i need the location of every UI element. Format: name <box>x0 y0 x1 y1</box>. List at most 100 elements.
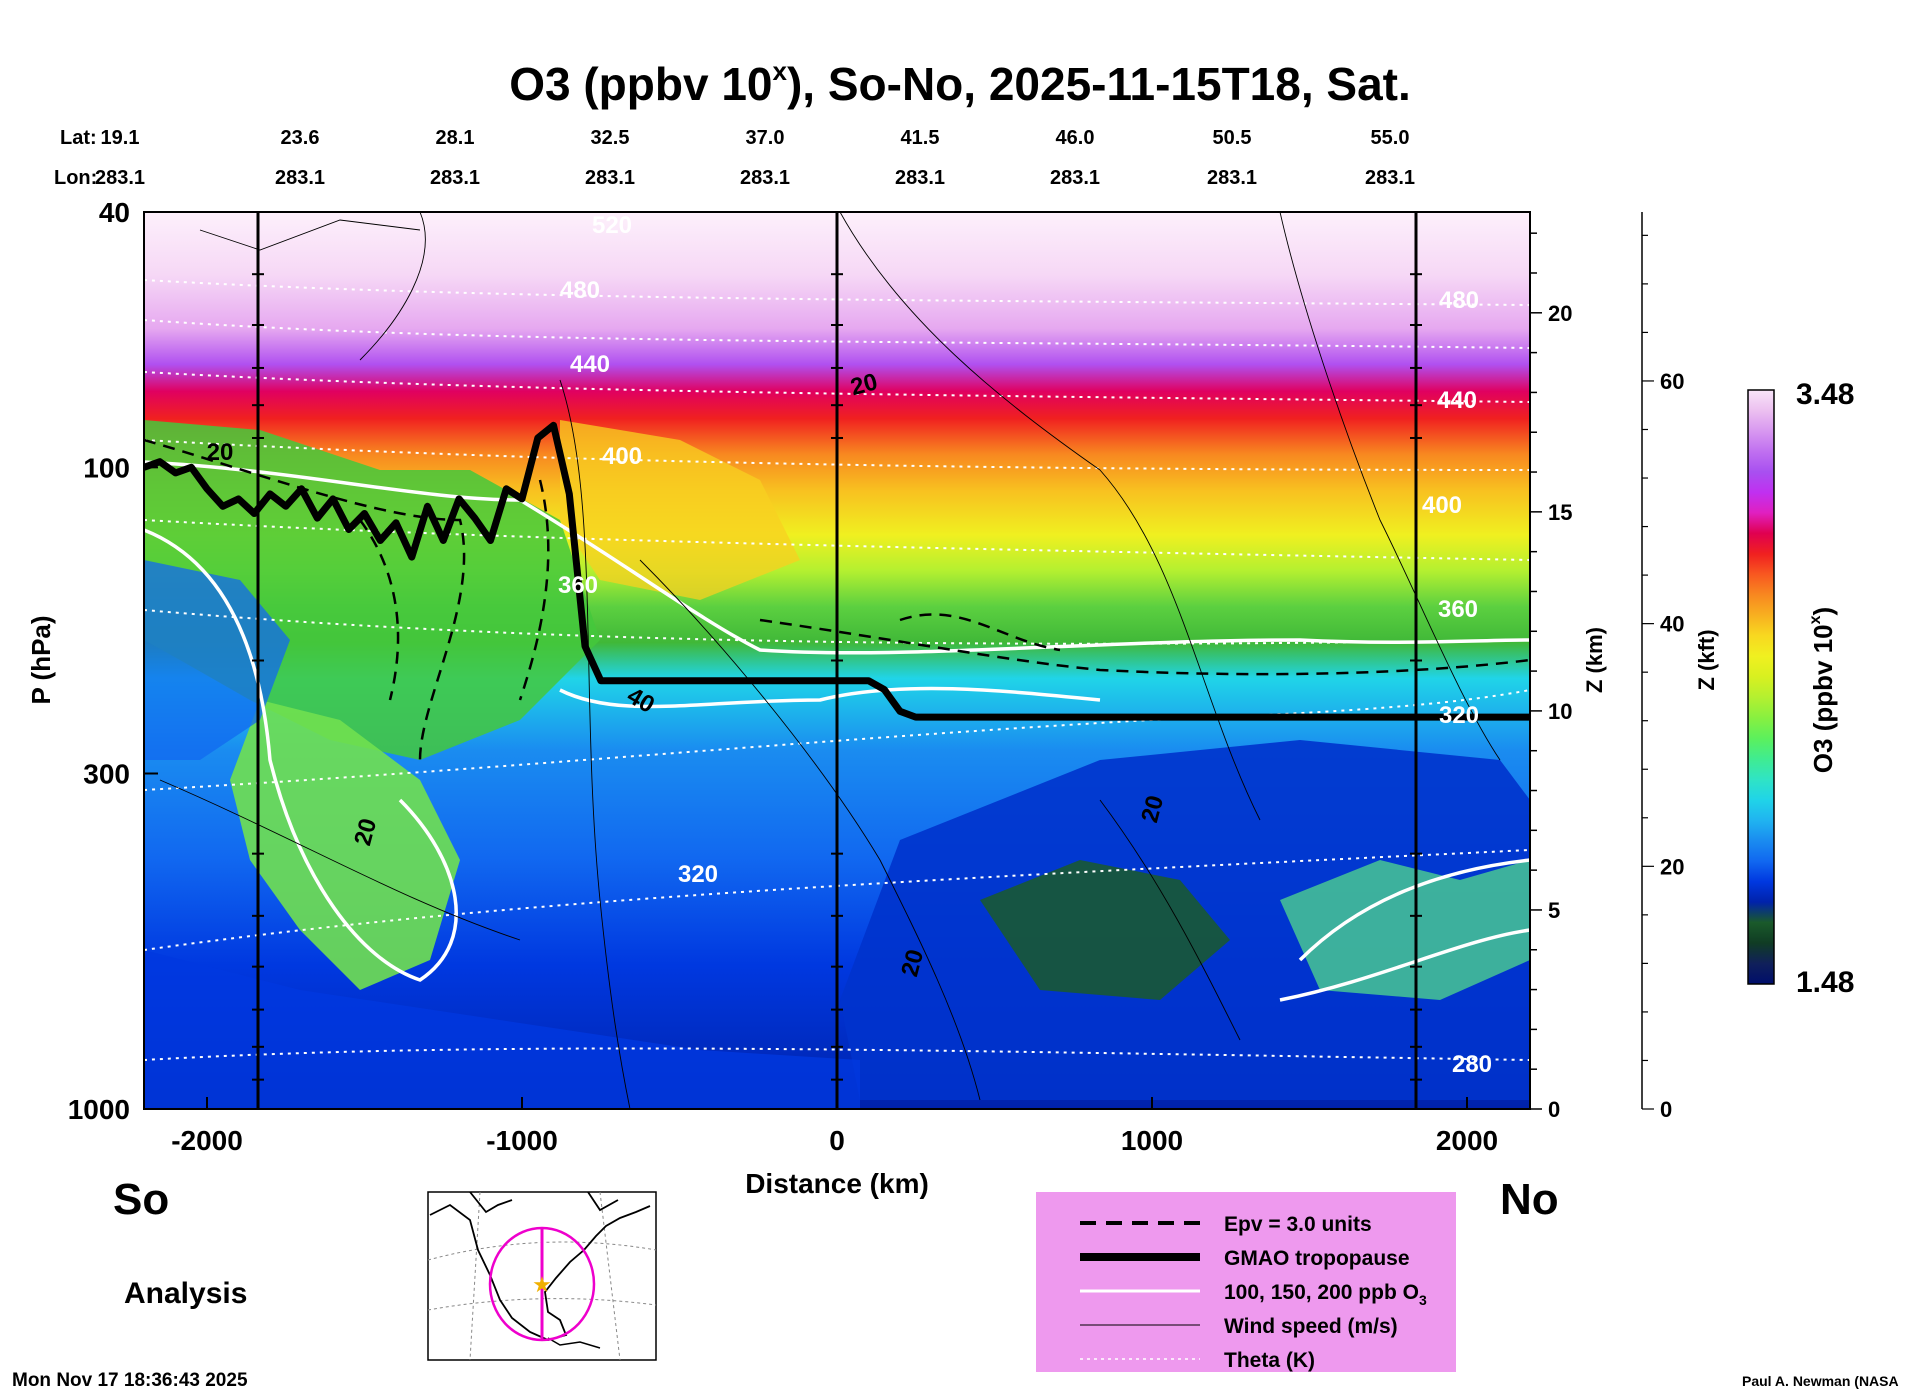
theta-label: 360 <box>1438 596 1478 623</box>
x-tick-label: 1000 <box>1121 1125 1183 1156</box>
z-km-tick-label: 5 <box>1548 898 1560 923</box>
colorbar-max-label: 3.48 <box>1796 378 1854 411</box>
z-kft-tick-label: 20 <box>1660 854 1684 879</box>
wind-speed-isoline <box>1279 212 1501 761</box>
theta-isoline <box>144 849 1530 951</box>
z-km-tick-label: 20 <box>1548 301 1572 326</box>
ozone-region-upper-yellow <box>560 420 800 600</box>
lon-value: 283.1 <box>1207 167 1257 189</box>
y-tick-label: 1000 <box>68 1094 130 1125</box>
lat-value: 19.1 <box>101 127 140 149</box>
legend-label: Theta (K) <box>1224 1349 1315 1372</box>
theta-label: 360 <box>558 572 598 599</box>
ozone-contour <box>144 528 458 982</box>
lon-value: 283.1 <box>430 167 480 189</box>
x-tick-label: 2000 <box>1436 1125 1498 1156</box>
wind-speed-label: 20 <box>207 439 234 466</box>
theta-label: 400 <box>602 443 642 470</box>
theta-label: 280 <box>1452 1051 1492 1078</box>
x-tick-label: 0 <box>829 1125 845 1156</box>
map-center-star-icon: ★ <box>532 1272 552 1297</box>
z-km-tick-label: 15 <box>1548 500 1572 525</box>
x-tick-label: -2000 <box>171 1125 243 1156</box>
epv-contour <box>358 519 400 701</box>
lon-value: 283.1 <box>740 167 790 189</box>
theta-label: 520 <box>592 212 632 239</box>
lon-value: 283.1 <box>1050 167 1100 189</box>
legend-label: GMAO tropopause <box>1224 1247 1410 1270</box>
lon-value: 283.1 <box>1365 167 1415 189</box>
legend-label: 100, 150, 200 ppb O3 <box>1224 1281 1427 1308</box>
legend-label: Wind speed (m/s) <box>1224 1315 1398 1338</box>
z-km-tick-label: 0 <box>1548 1097 1560 1122</box>
theta-label: 400 <box>1422 492 1462 519</box>
north-label: No <box>1500 1175 1559 1224</box>
epv-contour <box>759 618 1530 676</box>
lon-row-label: Lon: <box>54 167 97 189</box>
z-km-axis-label: Z (km) <box>1582 627 1607 693</box>
south-label: So <box>113 1175 169 1224</box>
ozone-region-north-darkgreen <box>980 860 1230 1000</box>
wind-speed-isoline <box>1099 799 1241 1041</box>
x-tick-label: -1000 <box>486 1125 558 1156</box>
z-kft-axis-label: Z (kft) <box>1694 629 1719 690</box>
theta-label: 440 <box>1437 387 1477 414</box>
wind-speed-isoline <box>199 219 421 251</box>
z-kft-tick-label: 60 <box>1660 369 1684 394</box>
lat-value: 46.0 <box>1056 127 1095 149</box>
location-map: ★ <box>427 1191 657 1361</box>
lat-row-label: Lat: <box>60 127 97 149</box>
epv-contour <box>518 479 550 701</box>
theta-label: 320 <box>1439 702 1479 729</box>
z-kft-tick-label: 0 <box>1660 1097 1672 1122</box>
lat-value: 32.5 <box>591 127 630 149</box>
lon-value: 283.1 <box>895 167 945 189</box>
y-tick-label: 300 <box>83 758 130 789</box>
wind-speed-isoline <box>359 212 426 361</box>
coastline <box>429 1191 651 1341</box>
z-kft-tick-label: 40 <box>1660 612 1684 637</box>
y-tick-label: 100 <box>83 452 130 483</box>
x-axis-label: Distance (km) <box>745 1168 929 1199</box>
lat-value: 23.6 <box>281 127 320 149</box>
lat-value: 50.5 <box>1213 127 1252 149</box>
theta-label: 480 <box>1439 287 1479 314</box>
y-tick-label: 40 <box>99 197 130 228</box>
ozone-region-south-blue <box>144 560 290 760</box>
tropopause-line <box>144 421 1530 721</box>
wind-speed-isoline <box>159 779 521 941</box>
lon-value: 283.1 <box>275 167 325 189</box>
ozone-region-south-green <box>230 700 460 990</box>
theta-label: 320 <box>678 861 718 888</box>
wind-speed-isoline <box>639 559 981 1101</box>
footer-timestamp: Mon Nov 17 18:36:43 2025 <box>12 1370 248 1391</box>
analysis-label: Analysis <box>124 1277 247 1310</box>
ozone-region-north-lowgreen <box>1280 860 1530 1000</box>
theta-isoline <box>144 689 1530 791</box>
colorbar-min-label: 1.48 <box>1796 966 1854 999</box>
lon-value: 283.1 <box>95 167 145 189</box>
lat-value: 37.0 <box>746 127 785 149</box>
y-axis-label: P (hPa) <box>26 615 56 704</box>
theta-label: 440 <box>570 351 610 378</box>
ozone-contour <box>559 686 1101 709</box>
chart-title: O3 (ppbv 10x), So-No, 2025-11-15T18, Sat… <box>509 56 1411 110</box>
epv-contour <box>899 613 1061 652</box>
colorbar <box>1747 389 1775 985</box>
colorbar-label: O3 (ppbv 10x) <box>1807 607 1838 773</box>
footer-credit: Paul A. Newman (NASA <box>1742 1373 1899 1389</box>
ozone-contour <box>1298 858 1530 962</box>
wind-speed-isoline <box>559 379 631 1109</box>
legend-label: Epv = 3.0 units <box>1224 1213 1372 1236</box>
lat-value: 41.5 <box>901 127 940 149</box>
lat-value: 55.0 <box>1371 127 1410 149</box>
theta-label: 480 <box>560 277 600 304</box>
epv-contour <box>144 438 466 761</box>
ozone-region-surface-blue <box>144 950 860 1109</box>
lat-value: 28.1 <box>436 127 475 149</box>
wind-speed-isoline <box>839 212 1261 821</box>
lon-value: 283.1 <box>585 167 635 189</box>
ozone-contour <box>144 460 1530 655</box>
z-km-tick-label: 10 <box>1548 699 1572 724</box>
